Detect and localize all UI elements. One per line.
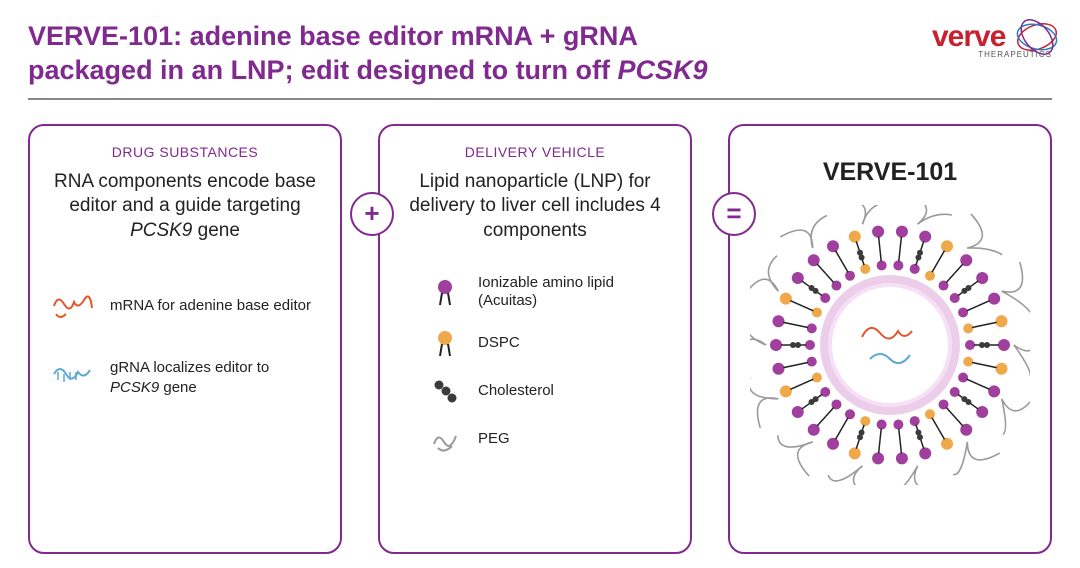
panels-row: + = DRUG SUBSTANCES RNA components encod…	[28, 124, 1052, 554]
panel3-title: VERVE-101	[750, 158, 1030, 187]
panel-delivery-vehicle: DELIVERY VEHICLE Lipid nanoparticle (LNP…	[378, 124, 692, 554]
item-grna: gRNA localizes editor to PCSK9 gene	[50, 356, 320, 400]
item-mrna: mRNA for adenine base editor	[50, 284, 320, 328]
legend-peg: PEG	[430, 424, 670, 454]
legend-peg-text: PEG	[478, 430, 510, 448]
panel2-desc: Lipid nanoparticle (LNP) for delivery to…	[400, 170, 670, 244]
logo-swoosh-icon	[1014, 14, 1060, 60]
panel-product: VERVE-101	[728, 124, 1052, 554]
panel2-label: DELIVERY VEHICLE	[400, 144, 670, 160]
dspc-icon	[430, 328, 460, 358]
connector-equals: =	[712, 192, 756, 236]
grna-icon	[50, 356, 94, 400]
panel-drug-substances: DRUG SUBSTANCES RNA components encode ba…	[28, 124, 342, 554]
panel1-label: DRUG SUBSTANCES	[50, 144, 320, 160]
page-title: VERVE-101: adenine base editor mRNA + gR…	[28, 20, 708, 88]
lnp-diagram	[750, 205, 1030, 485]
item-grna-text: gRNA localizes editor to PCSK9 gene	[110, 358, 320, 397]
logo: verve THERAPEUTICS	[932, 20, 1052, 70]
legend-dspc: DSPC	[430, 328, 670, 358]
legend-cholesterol-text: Cholesterol	[478, 382, 554, 400]
mrna-icon	[50, 284, 94, 328]
legend-dspc-text: DSPC	[478, 334, 520, 352]
legend-cholesterol: Cholesterol	[430, 376, 670, 406]
ionizable-lipid-icon	[430, 277, 460, 307]
legend-ionizable-text: Ionizable amino lipid (Acuitas)	[478, 274, 670, 310]
cholesterol-icon	[430, 376, 460, 406]
item-mrna-text: mRNA for adenine base editor	[110, 296, 311, 316]
panel1-desc: RNA components encode base editor and a …	[50, 170, 320, 244]
peg-icon	[430, 424, 460, 454]
header: VERVE-101: adenine base editor mRNA + gR…	[28, 20, 1052, 100]
legend-ionizable: Ionizable amino lipid (Acuitas)	[430, 274, 670, 310]
connector-plus: +	[350, 192, 394, 236]
